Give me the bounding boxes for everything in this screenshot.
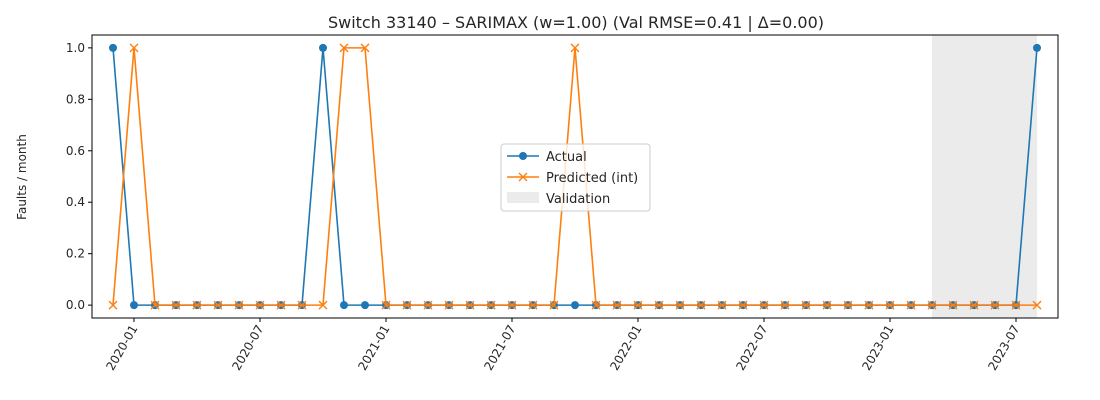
predicted-point: [801, 300, 811, 310]
predicted-point: [276, 300, 286, 310]
x-tick-label: 2023-01: [859, 323, 896, 373]
predicted-point: [108, 300, 118, 310]
x-tick-label: 2020-07: [229, 323, 266, 373]
legend: Actual Predicted (int) Validation: [500, 143, 651, 212]
predicted-point: [528, 300, 538, 310]
actual-point: [361, 301, 369, 310]
actual-point: [319, 43, 327, 52]
predicted-point: [381, 300, 391, 310]
y-tick-label: 0.6: [66, 144, 85, 158]
predicted-point: [192, 300, 202, 310]
x-tick-label: 2022-01: [607, 323, 644, 373]
series-lines: [108, 43, 1042, 310]
actual-point: [1033, 43, 1041, 52]
legend-actual-marker: [519, 152, 527, 160]
predicted-point: [129, 43, 139, 53]
predicted-point: [759, 300, 769, 310]
legend-actual-label: Actual: [546, 150, 587, 165]
actual-point: [109, 43, 117, 52]
predicted-point: [570, 43, 580, 53]
predicted-point: [591, 300, 601, 310]
validation-region: [932, 35, 1037, 318]
legend-validation-label: Validation: [546, 192, 610, 207]
predicted-point: [738, 300, 748, 310]
predicted-point: [885, 300, 895, 310]
predicted-point: [213, 300, 223, 310]
plot-area: [91, 34, 1059, 319]
x-tick-label: 2021-07: [481, 323, 518, 373]
chart-title: Switch 33140 – SARIMAX (w=1.00) (Val RMS…: [328, 13, 824, 32]
predicted-point: [906, 300, 916, 310]
x-tick-label: 2023-07: [985, 323, 1022, 373]
predicted-point: [675, 300, 685, 310]
legend-validation-swatch: [507, 192, 539, 203]
predicted-point: [864, 300, 874, 310]
predicted-point: [507, 300, 517, 310]
predicted-point: [360, 43, 370, 53]
x-axis: 2020-01 2020-07 2021-01 2021-07 2022-01 2022-…: [103, 318, 1023, 373]
y-tick-label: 0.4: [66, 195, 85, 209]
predicted-point: [255, 300, 265, 310]
predicted-point: [1011, 300, 1021, 310]
predicted-point: [633, 300, 643, 310]
predicted-point: [696, 300, 706, 310]
predicted-point: [150, 300, 160, 310]
y-tick-label: 0.8: [66, 92, 85, 106]
legend-predicted-marker: [518, 172, 528, 182]
predicted-point: [822, 300, 832, 310]
predicted-point: [549, 300, 559, 310]
actual-point: [130, 301, 138, 310]
actual-point: [571, 301, 579, 310]
predicted-point: [948, 300, 958, 310]
validation-shade: [932, 35, 1037, 318]
predicted-point: [780, 300, 790, 310]
predicted-point: [171, 300, 181, 310]
x-tick-label: 2021-01: [355, 323, 392, 373]
predicted-point: [297, 300, 307, 310]
predicted-point: [843, 300, 853, 310]
predicted-point: [402, 300, 412, 310]
predicted-point: [423, 300, 433, 310]
y-tick-label: 1.0: [66, 41, 85, 55]
predicted-point: [444, 300, 454, 310]
predicted-point: [318, 300, 328, 310]
predicted-point: [486, 300, 496, 310]
predicted-point: [1032, 300, 1042, 310]
legend-box: [500, 143, 651, 212]
predicted-point: [969, 300, 979, 310]
predicted-point: [990, 300, 1000, 310]
predicted-point: [717, 300, 727, 310]
predicted-point: [654, 300, 664, 310]
actual-point: [340, 301, 348, 310]
y-tick-label: 0.2: [66, 247, 85, 261]
predicted-point: [612, 300, 622, 310]
x-tick-label: 2020-01: [103, 323, 140, 373]
predicted-point: [927, 300, 937, 310]
legend-predicted-label: Predicted (int): [546, 171, 638, 186]
y-axis-label: Faults / month: [15, 134, 29, 220]
predicted-point: [339, 43, 349, 53]
y-tick-label: 0.0: [66, 298, 85, 312]
predicted-point: [234, 300, 244, 310]
y-axis: 0.0 0.2 0.4 0.6 0.8 1.0: [66, 41, 92, 312]
predicted-point: [465, 300, 475, 310]
x-tick-label: 2022-07: [733, 323, 770, 373]
